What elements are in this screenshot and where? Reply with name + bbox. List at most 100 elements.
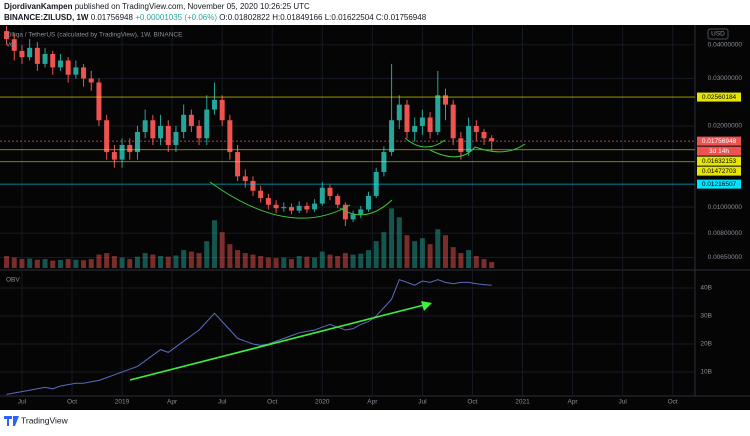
candle-body: [81, 67, 87, 79]
candle-body: [473, 125, 479, 132]
price-tag-bg: [697, 136, 741, 146]
obv-line: [6, 278, 492, 395]
candle-body: [204, 109, 210, 139]
price-tag: 0.01472703: [702, 168, 737, 175]
candle-body: [134, 131, 140, 153]
x-tick-label: Apr: [367, 399, 378, 406]
volume-bar: [88, 259, 94, 268]
volume-bar: [196, 253, 202, 268]
volume-bar: [235, 250, 241, 268]
volume-bar: [81, 260, 87, 268]
candle-body: [150, 120, 156, 139]
volume-bar: [442, 235, 448, 268]
volume-bar: [427, 244, 433, 268]
volume-bar: [119, 257, 125, 268]
volume-bar: [96, 254, 102, 268]
o-label: O:: [219, 13, 227, 22]
volume-bar: [219, 232, 225, 268]
currency[interactable]: USD: [711, 31, 725, 38]
candle-body: [466, 125, 472, 153]
x-tick-label: Jul: [18, 399, 27, 406]
volume-bar: [458, 253, 464, 268]
volume-bar: [396, 217, 402, 268]
volume-bar: [265, 257, 271, 268]
volume-bar: [50, 260, 56, 268]
candle-body: [19, 50, 25, 58]
drawing-arc: [429, 143, 526, 158]
volume-bar: [142, 253, 148, 268]
candle-body: [96, 82, 102, 121]
y-tick-label: 0.04000000: [708, 42, 743, 49]
volume-bar: [342, 253, 348, 268]
candle-body: [288, 207, 294, 211]
x-tick-label: Jul: [418, 399, 427, 406]
price-tag: 0.01756948: [702, 138, 737, 145]
volume-bar: [127, 259, 133, 268]
volume-bar: [242, 253, 248, 268]
candle-body: [4, 31, 10, 40]
volume-bar: [273, 258, 279, 268]
obv-tick-label: 40B: [700, 285, 712, 292]
last-price: 0.01756948: [91, 13, 134, 22]
volume-bar: [42, 259, 48, 268]
candle-body: [111, 152, 117, 160]
volume-bar: [319, 251, 325, 268]
candle-body: [11, 39, 17, 51]
plot: [0, 25, 695, 395]
price-tag-bg: [697, 179, 741, 189]
x-tick-label: 2020: [315, 399, 330, 406]
candle-body: [365, 195, 371, 210]
y-tick-label: 0.02000000: [708, 123, 743, 130]
volume-bar: [104, 253, 110, 268]
candle-body: [419, 117, 425, 126]
candle-body: [396, 104, 402, 121]
volume-bar: [34, 259, 40, 268]
volume-bar: [288, 259, 294, 268]
volume-bar: [412, 241, 418, 268]
price-tag: 0.01632153: [702, 158, 737, 165]
obv-tick-label: 30B: [700, 313, 712, 320]
volume-bar: [73, 259, 79, 268]
volume-bar: [335, 256, 341, 268]
candle-body: [265, 198, 271, 205]
header-line: DjordivanKampen published on TradingView…: [4, 2, 310, 11]
drawing-arc: [209, 181, 351, 219]
h-label: H:: [272, 13, 280, 22]
o-value: 0.01802822: [228, 13, 271, 22]
volume-bar: [389, 208, 395, 268]
candle-body: [27, 47, 33, 58]
price-tag: 0.02560184: [702, 94, 737, 101]
candle-body: [435, 95, 441, 132]
author: DjordivanKampen: [4, 2, 73, 11]
candle-body: [173, 131, 179, 145]
logo: [4, 416, 19, 426]
obv-tick-label: 20B: [700, 341, 712, 348]
candle-body: [458, 138, 464, 153]
candle-body: [442, 95, 448, 105]
volume-bar: [134, 256, 140, 268]
volume-bar: [27, 258, 33, 268]
candle-body: [104, 120, 110, 153]
candle-body: [404, 104, 410, 132]
candle-body: [219, 99, 225, 121]
volume-bar: [381, 232, 387, 268]
volume-bar: [358, 253, 364, 268]
published: published on TradingView.com, November 0…: [75, 2, 310, 11]
header-bg: [0, 0, 750, 25]
candle-body: [88, 78, 94, 83]
candle-body: [296, 205, 302, 211]
price-tag-bg: [697, 156, 741, 166]
volume-bar: [450, 247, 456, 268]
candle-body: [412, 125, 418, 132]
x-tick-label: Jul: [618, 399, 627, 406]
candle-body: [73, 67, 79, 75]
drawing-arrow: [129, 303, 429, 381]
price-tag-bg: [697, 92, 741, 102]
candle-body: [142, 120, 148, 132]
brand[interactable]: TradingView: [21, 415, 69, 425]
volume-bar: [57, 259, 63, 268]
c-label: C:: [376, 13, 384, 22]
currency-box[interactable]: [707, 28, 729, 40]
y-tick-label: 0.01000000: [708, 204, 743, 211]
volume-bar: [211, 220, 217, 268]
